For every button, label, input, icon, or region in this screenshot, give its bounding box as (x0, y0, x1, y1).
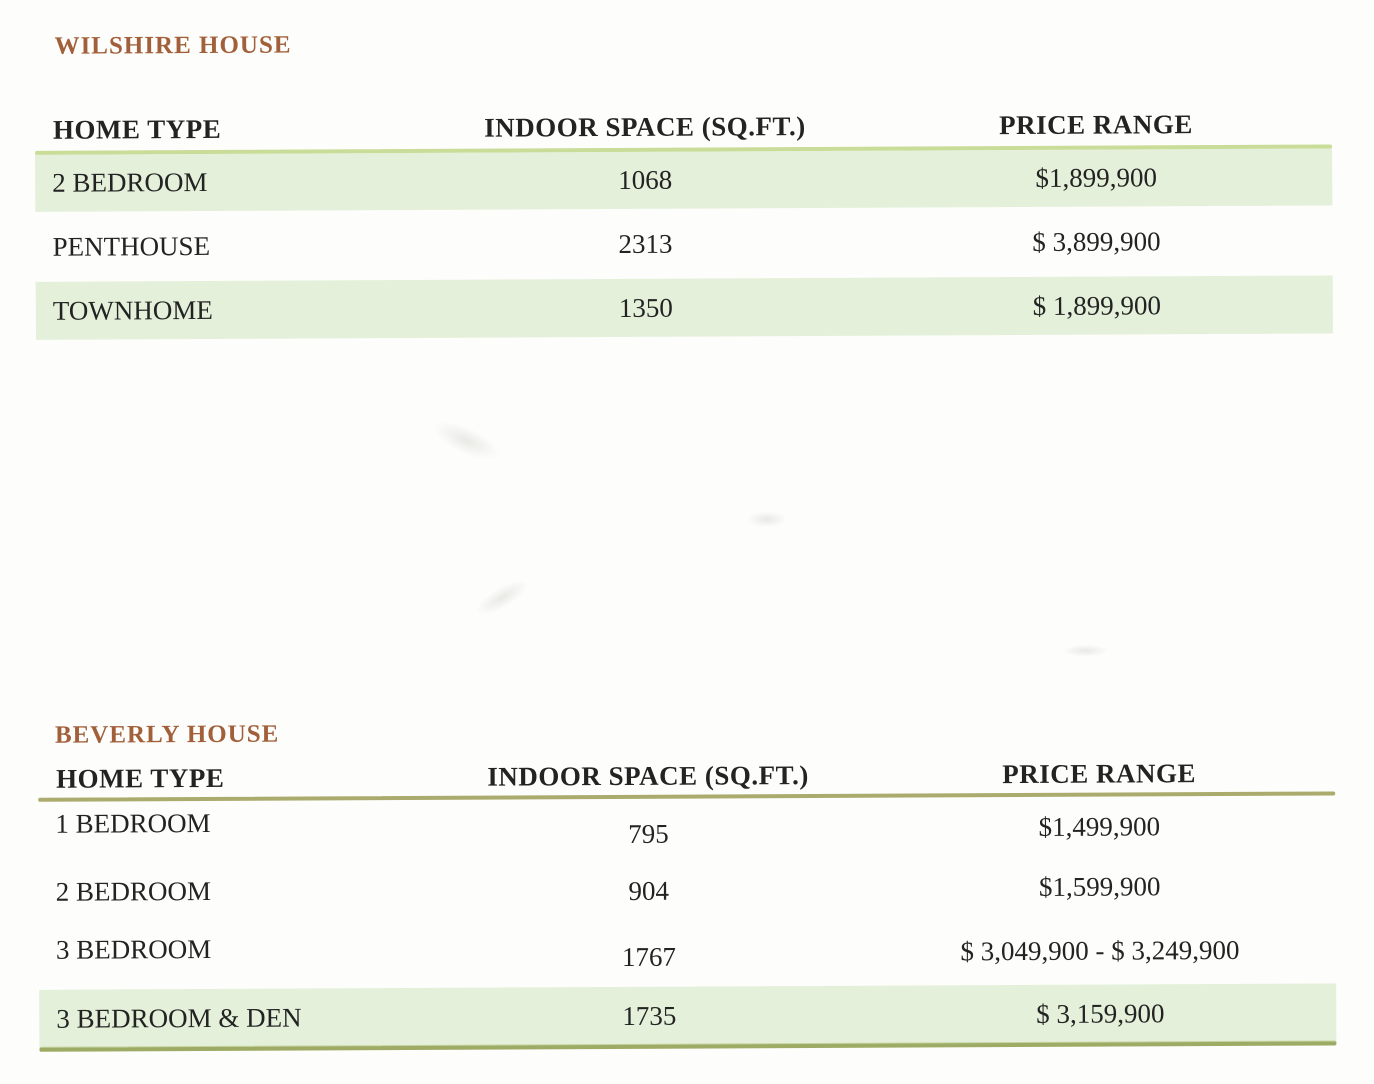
price-range-cell: $ 3,899,900 (1032, 225, 1161, 257)
price-range-cell: $1,899,900 (1035, 162, 1158, 193)
table-header-row: HOME TYPE INDOOR SPACE (SQ.FT.) PRICE RA… (38, 757, 1335, 794)
column-header-indoor-space: INDOOR SPACE (SQ.FT.) (487, 760, 809, 792)
price-range-cell: $ 1,899,900 (1032, 289, 1162, 321)
wilshire-house-table: WILSHIRE HOUSE HOME TYPE INDOOR SPACE (S… (0, 0, 1374, 340)
home-type-cell: 3 BEDROOM (55, 933, 212, 965)
indoor-space-cell: 795 (628, 818, 669, 849)
column-header-price-range: PRICE RANGE (998, 109, 1193, 141)
building-title-beverly: BEVERLY HOUSE (54, 720, 280, 749)
home-type-cell: TOWNHOME (52, 294, 213, 326)
price-range-cell: $1,499,900 (1038, 810, 1161, 842)
indoor-space-cell: 1767 (621, 941, 677, 972)
home-type-cell: 2 BEDROOM (52, 166, 208, 198)
column-header-home-type: HOME TYPE (56, 762, 225, 794)
column-header-indoor-space: INDOOR SPACE (SQ.FT.) (484, 111, 806, 143)
scan-smudge (746, 511, 787, 528)
indoor-space-cell: 2313 (618, 228, 673, 259)
indoor-space-cell: 1735 (622, 1000, 677, 1031)
home-type-cell: 3 BEDROOM & DEN (56, 1002, 302, 1034)
table-row: 1 BEDROOM 795 $1,499,900 (38, 795, 1335, 861)
price-range-cell: $ 3,159,900 (1036, 997, 1165, 1029)
scan-smudge (471, 573, 534, 622)
indoor-space-cell: 1068 (618, 164, 673, 195)
home-type-cell: 2 BEDROOM (55, 875, 212, 907)
beverly-house-table: BEVERLY HOUSE HOME TYPE INDOOR SPACE (SQ… (3, 709, 1374, 1052)
table-row: 3 BEDROOM 1767 $ 3,049,900 - $ 3,249,900 (39, 915, 1336, 989)
table-rows: 2 BEDROOM 1068 $1,899,900 PENTHOUSE 2313… (35, 148, 1333, 340)
building-title-wilshire: WILSHIRE HOUSE (54, 31, 292, 60)
column-header-price-range: PRICE RANGE (1002, 758, 1197, 790)
table-header-row: HOME TYPE INDOOR SPACE (SQ.FT.) PRICE RA… (35, 108, 1332, 145)
home-type-cell: PENTHOUSE (52, 230, 211, 262)
home-type-cell: 1 BEDROOM (55, 807, 211, 839)
indoor-space-cell: 1350 (618, 292, 673, 323)
scan-smudge (429, 414, 504, 468)
column-header-home-type: HOME TYPE (52, 113, 222, 145)
table-row: TOWNHOME 1350 $ 1,899,900 (35, 275, 1333, 340)
scan-smudge (1062, 644, 1109, 657)
table-row: 2 BEDROOM 1068 $1,899,900 (35, 148, 1333, 212)
table-rows: 1 BEDROOM 795 $1,499,900 2 BEDROOM 904 $… (38, 795, 1337, 1048)
indoor-space-cell: 904 (628, 875, 669, 906)
table-row: 2 BEDROOM 904 $1,599,900 (39, 855, 1336, 921)
price-range-cell: $1,599,900 (1038, 870, 1161, 902)
table-row: 3 BEDROOM & DEN 1735 $ 3,159,900 (39, 983, 1337, 1048)
price-range-cell: $ 3,049,900 - $ 3,249,900 (960, 934, 1240, 966)
table-row: PENTHOUSE 2313 $ 3,899,900 (35, 205, 1332, 281)
